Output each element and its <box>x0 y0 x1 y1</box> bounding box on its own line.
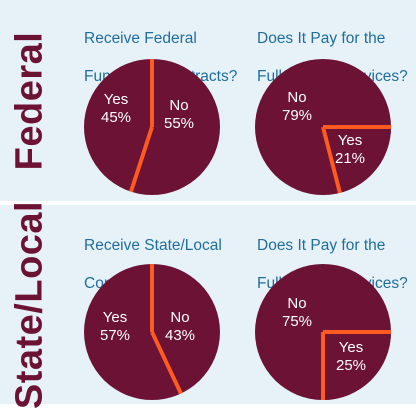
pie-3-yes-label: Yes <box>103 309 127 326</box>
pie-1-no-label: No <box>169 97 188 114</box>
pie-4-no-value: 75% <box>282 313 312 330</box>
pie-2-yes-label: Yes <box>338 132 362 149</box>
pie-4-yes-value: 25% <box>336 357 366 374</box>
pie-4-title-line-1: Does It Pay for the <box>257 237 386 254</box>
pie-4-no-label: No <box>287 295 306 312</box>
state-local-label-text: State/Local <box>8 200 51 409</box>
pie-2-yes-slice <box>323 127 391 193</box>
pie-3-title-line-1: Receive State/Local <box>84 237 222 254</box>
pie-3-divider-yes-no <box>150 331 183 395</box>
pie-1-divider-yes-no <box>129 126 154 193</box>
pie-1-yes-label: Yes <box>104 91 128 108</box>
pie-2-no-label: No <box>287 89 306 106</box>
pie-2-no-value: 79% <box>282 107 312 124</box>
pie-1-yes-value: 45% <box>101 109 131 126</box>
federal-row-label: Federal <box>0 0 60 201</box>
pie-4-yes-label: Yes <box>339 339 363 356</box>
state-local-row-label: State/Local <box>0 200 60 408</box>
pie-2-divider-vertical <box>321 126 342 194</box>
pie-2-yes-value: 21% <box>335 150 365 167</box>
pie-2-title-line-1: Does It Pay for the <box>257 30 386 47</box>
pie-4-yes-slice <box>323 332 391 400</box>
pie-1-title-line-1: Receive Federal <box>84 30 197 47</box>
pie-3-no-value: 43% <box>165 327 195 344</box>
pie-1-no-value: 55% <box>164 115 194 132</box>
pie-3-no-label: No <box>170 309 189 326</box>
pie-3-yes-value: 57% <box>100 327 130 344</box>
federal-label-text: Federal <box>8 31 51 170</box>
